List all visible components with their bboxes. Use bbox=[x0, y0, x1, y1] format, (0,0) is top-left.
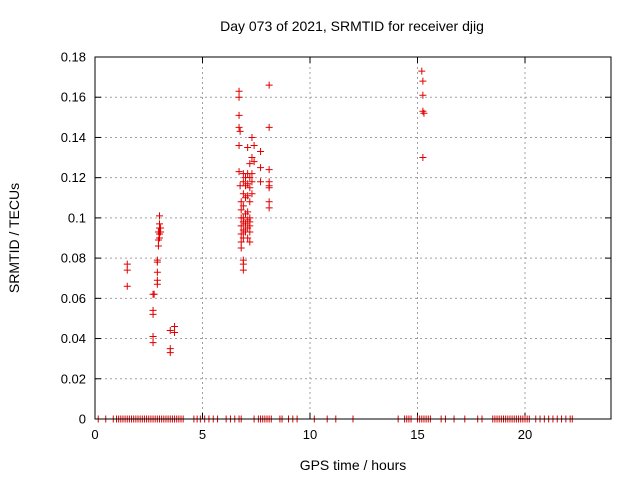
data-point bbox=[248, 133, 256, 141]
data-point bbox=[156, 212, 163, 220]
data-point bbox=[154, 242, 162, 250]
data-point bbox=[157, 228, 165, 236]
data-point bbox=[171, 329, 179, 337]
data-points bbox=[94, 67, 576, 423]
plot-frame bbox=[94, 56, 612, 420]
data-point bbox=[239, 260, 247, 268]
data-point bbox=[150, 290, 158, 298]
data-point bbox=[235, 87, 243, 95]
data-point bbox=[237, 238, 245, 246]
chart-title: Day 073 of 2021, SRMTID for receiver dji… bbox=[220, 18, 484, 34]
data-point bbox=[248, 178, 256, 186]
data-point bbox=[265, 204, 273, 212]
x-tick-label: 0 bbox=[91, 427, 98, 442]
data-point bbox=[419, 91, 427, 99]
x-tick-label: 10 bbox=[303, 427, 317, 442]
data-point bbox=[123, 260, 131, 268]
data-point bbox=[265, 198, 273, 206]
data-point bbox=[265, 184, 273, 192]
data-point bbox=[257, 164, 265, 172]
data-point bbox=[237, 230, 245, 238]
data-point bbox=[149, 333, 157, 341]
data-point bbox=[246, 174, 254, 182]
x-tick-label: 20 bbox=[518, 427, 532, 442]
data-point bbox=[244, 180, 252, 188]
data-point bbox=[235, 111, 243, 119]
data-point bbox=[153, 268, 161, 276]
data-point bbox=[149, 310, 157, 318]
data-point bbox=[239, 178, 247, 186]
y-tick-label: 0 bbox=[79, 412, 86, 427]
data-point bbox=[166, 327, 174, 335]
data-point bbox=[257, 178, 265, 186]
x-tick-label: 5 bbox=[199, 427, 206, 442]
data-point bbox=[265, 166, 273, 174]
data-point bbox=[246, 238, 254, 246]
data-point bbox=[235, 141, 243, 149]
data-point bbox=[248, 154, 256, 162]
y-axis-label: SRMTID / TECUs bbox=[6, 183, 22, 293]
data-point bbox=[237, 222, 245, 230]
data-point bbox=[418, 67, 426, 75]
x-axis-label: GPS time / hours bbox=[300, 457, 407, 473]
y-tick-label: 0.06 bbox=[61, 291, 86, 306]
data-point bbox=[235, 93, 243, 101]
data-point bbox=[246, 160, 254, 168]
data-point bbox=[237, 244, 245, 252]
y-tick-label: 0.16 bbox=[61, 90, 86, 105]
y-tick-label: 0.04 bbox=[61, 331, 86, 346]
data-point bbox=[153, 258, 161, 266]
data-point bbox=[149, 339, 157, 347]
data-point bbox=[242, 220, 249, 228]
data-point bbox=[248, 190, 256, 198]
data-point bbox=[246, 222, 254, 230]
data-point bbox=[244, 144, 252, 151]
data-point bbox=[237, 206, 245, 214]
data-point bbox=[123, 282, 131, 290]
data-point bbox=[250, 141, 258, 149]
data-point bbox=[239, 266, 247, 274]
data-point bbox=[244, 234, 252, 242]
data-point bbox=[420, 109, 428, 117]
data-point bbox=[239, 202, 247, 210]
data-point bbox=[239, 190, 247, 198]
data-point bbox=[235, 168, 243, 176]
data-point bbox=[171, 322, 179, 330]
data-point bbox=[419, 154, 427, 162]
data-point bbox=[156, 234, 163, 242]
data-point bbox=[236, 127, 244, 135]
data-point bbox=[153, 280, 161, 288]
axis-layer: 0 0.02 0.04 0.06 0.08 0.1 0.12 0.14 0.16 0.18 0 5 10… bbox=[61, 50, 611, 442]
data-point bbox=[123, 266, 131, 274]
data-point bbox=[246, 228, 254, 236]
data-point bbox=[246, 184, 254, 192]
y-tick-label: 0.18 bbox=[61, 50, 86, 65]
data-point bbox=[250, 158, 258, 166]
y-tick-label: 0.1 bbox=[68, 210, 86, 225]
y-tick-label: 0.14 bbox=[61, 130, 86, 145]
data-point bbox=[257, 148, 265, 156]
y-tick-label: 0.12 bbox=[61, 170, 86, 185]
data-point bbox=[248, 170, 256, 178]
data-point bbox=[237, 198, 245, 206]
data-point bbox=[246, 198, 254, 206]
data-point bbox=[244, 208, 252, 216]
y-tick-label: 0.08 bbox=[61, 251, 86, 266]
y-tick-label: 0.02 bbox=[61, 371, 86, 386]
data-point bbox=[265, 123, 273, 131]
data-point bbox=[265, 81, 273, 89]
x-tick-label: 15 bbox=[410, 427, 424, 442]
data-point bbox=[419, 77, 427, 85]
data-point bbox=[235, 123, 243, 131]
data-point bbox=[244, 192, 252, 200]
data-point bbox=[166, 349, 174, 357]
grid-layer bbox=[95, 57, 611, 419]
